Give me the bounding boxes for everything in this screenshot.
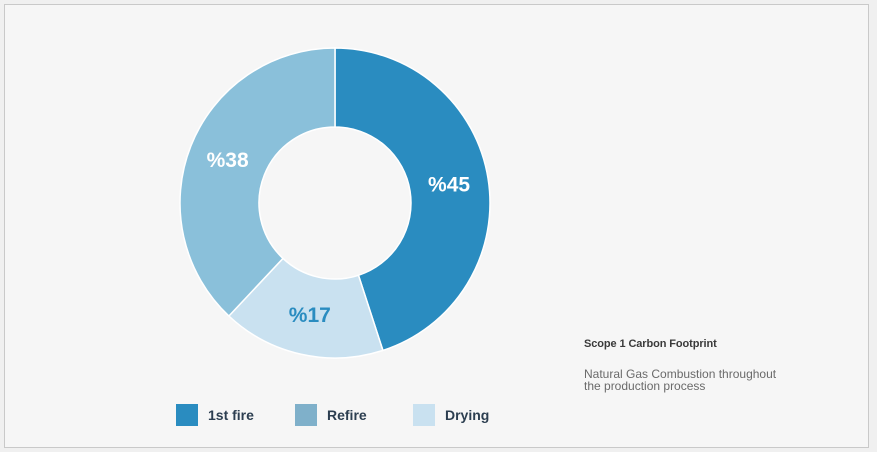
- legend-label: Refire: [327, 407, 367, 423]
- slice-label-refire: %38: [207, 149, 249, 172]
- legend-item-refire: Refire: [295, 404, 367, 426]
- slice-label-drying: %17: [289, 304, 331, 327]
- donut-chart: %45 %17 %38: [179, 47, 491, 359]
- legend-label: 1st fire: [208, 407, 254, 423]
- legend-swatch: [413, 404, 435, 426]
- info-description: Natural Gas Combustion throughout the pr…: [584, 367, 777, 393]
- legend-swatch: [176, 404, 198, 426]
- donut-slice-refire: [179, 47, 336, 318]
- legend-swatch: [295, 404, 317, 426]
- info-panel: Scope 1 Carbon Footprint Natural Gas Com…: [584, 338, 784, 392]
- info-title: Scope 1 Carbon Footprint: [584, 338, 717, 350]
- legend-label: Drying: [445, 407, 490, 423]
- legend-item-1st-fire: 1st fire: [176, 404, 254, 426]
- legend-item-drying: Drying: [413, 404, 489, 426]
- donut-slice-1st-fire: [334, 47, 491, 352]
- slice-label-1st-fire: %45: [428, 173, 470, 196]
- chart-card: %45 %17 %38 1st fire Refire Drying Scope 1…: [4, 4, 869, 448]
